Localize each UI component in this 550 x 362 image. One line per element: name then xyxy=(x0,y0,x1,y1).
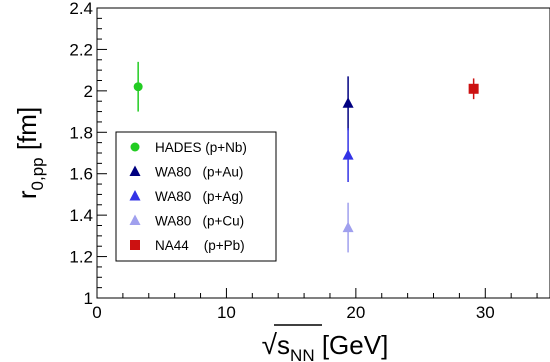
x-tick-label: 0 xyxy=(92,303,101,322)
x-axis-label-unit: [GeV] xyxy=(315,330,389,360)
axis-tick-labels: 0 10 20 30 1 1.2 1.4 1.6 1.8 2 2.2 2.4 xyxy=(69,0,494,322)
circle-point xyxy=(133,82,143,92)
x-tick-label: 30 xyxy=(476,303,495,322)
triangle-point xyxy=(342,97,354,108)
y-axis-label-base: r xyxy=(12,190,42,199)
y-tick-label: 1.8 xyxy=(69,123,93,142)
legend: HADES (p+Nb) WA80 (p+Au) WA80 (p+Ag) WA80 (… xyxy=(115,131,277,262)
x-axis-label: √sNN [GeV] xyxy=(262,329,389,362)
y-axis-label-sub: 0,pp xyxy=(28,157,47,190)
legend-marker xyxy=(130,240,140,250)
x-axis-label-sub: NN xyxy=(290,346,315,362)
triangle-point xyxy=(342,149,354,160)
x-axis-label-base: s xyxy=(277,330,290,360)
legend-label: WA80 (p+Cu) xyxy=(155,214,244,229)
y-tick-label: 1.6 xyxy=(69,165,93,184)
x-tick-label: 20 xyxy=(346,303,365,322)
y-tick-label: 1.4 xyxy=(69,206,93,225)
legend-marker xyxy=(129,214,141,225)
y-tick-label: 2.2 xyxy=(69,40,93,59)
square-point xyxy=(468,83,479,94)
y-axis-label-unit: [fm] xyxy=(12,107,42,158)
legend-label: NA44 (p+Pb) xyxy=(155,238,245,253)
y-tick-label: 1 xyxy=(84,289,93,308)
x-tick-label: 10 xyxy=(217,303,236,322)
y-tick-label: 2.4 xyxy=(69,0,93,18)
legend-box xyxy=(115,131,277,262)
y-tick-label: 2 xyxy=(84,82,93,101)
axis-ticks xyxy=(96,7,538,299)
legend-marker xyxy=(129,190,141,201)
y-tick-label: 1.2 xyxy=(69,248,93,267)
x-axis-label-root: √ xyxy=(262,329,278,360)
y-axis-label: r0,pp [fm] xyxy=(12,107,47,199)
legend-entries: HADES (p+Nb) WA80 (p+Au) WA80 (p+Ag) WA80 (… xyxy=(129,140,247,253)
legend-marker xyxy=(129,165,141,176)
triangle-point xyxy=(342,221,354,233)
legend-label: HADES (p+Nb) xyxy=(155,140,247,155)
data-marks xyxy=(133,61,479,253)
legend-marker xyxy=(130,142,140,152)
legend-label: WA80 (p+Ag) xyxy=(155,189,243,204)
legend-label: WA80 (p+Au) xyxy=(155,165,243,180)
